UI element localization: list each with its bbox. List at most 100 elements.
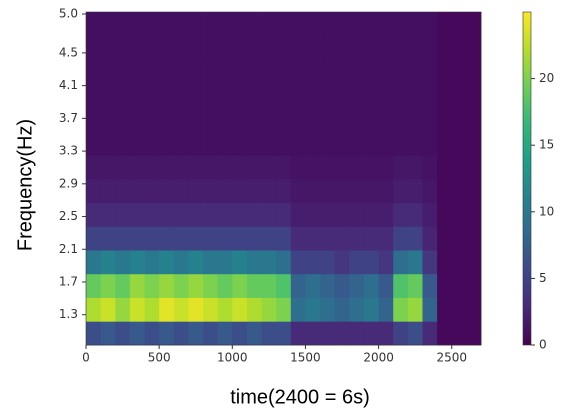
- heat-cell: [188, 60, 204, 85]
- heat-cell: [407, 131, 423, 156]
- heat-cell: [246, 36, 262, 61]
- heat-cell: [320, 131, 336, 156]
- heat-cell: [144, 178, 160, 204]
- heat-cell: [159, 250, 175, 275]
- heat-cell: [378, 60, 394, 85]
- heat-cell: [144, 12, 160, 37]
- heat-cell: [129, 60, 145, 85]
- heat-cell: [276, 178, 292, 204]
- heat-cell: [115, 321, 131, 346]
- y-tick-label: 2.9: [59, 176, 78, 190]
- heat-cell: [144, 36, 160, 61]
- heat-cell: [305, 178, 321, 204]
- heat-cell: [466, 36, 482, 61]
- y-tick-label: 1.7: [59, 275, 78, 289]
- heat-cell: [232, 297, 248, 322]
- heat-cell: [129, 84, 145, 109]
- heat-cell: [232, 107, 248, 132]
- heat-cell: [290, 297, 306, 322]
- heat-cell: [86, 84, 102, 109]
- heat-cell: [217, 155, 233, 180]
- heat-cell: [451, 107, 467, 132]
- heat-cell: [451, 226, 467, 251]
- heat-cell: [451, 131, 467, 156]
- colorbar-tick-label: 15: [539, 138, 554, 152]
- heat-cell: [100, 250, 116, 275]
- heat-cell: [115, 202, 131, 227]
- heat-cell: [334, 273, 350, 298]
- heat-cell: [451, 36, 467, 61]
- heat-cell: [188, 297, 204, 322]
- heat-cell: [437, 12, 453, 37]
- heat-cell: [129, 226, 145, 251]
- heat-cell: [246, 107, 262, 132]
- heat-cell: [451, 12, 467, 37]
- heat-cell: [466, 321, 482, 346]
- heat-cell: [159, 178, 175, 204]
- y-tick-label: 5.0: [59, 7, 78, 21]
- heat-cell: [393, 84, 409, 109]
- heat-cell: [334, 155, 350, 180]
- heat-cell: [378, 297, 394, 322]
- heat-cell: [451, 84, 467, 109]
- heat-cell: [393, 36, 409, 61]
- heat-cell: [378, 250, 394, 275]
- heat-cell: [261, 226, 277, 251]
- heat-cell: [159, 84, 175, 109]
- y-tick-label: 1.3: [59, 307, 78, 321]
- heat-cell: [144, 131, 160, 156]
- heat-cell: [437, 36, 453, 61]
- heat-cell: [349, 273, 365, 298]
- heat-cell: [363, 12, 379, 37]
- heat-cell: [261, 202, 277, 227]
- heat-cell: [86, 155, 102, 180]
- heat-cell: [393, 178, 409, 204]
- heat-cell: [129, 321, 145, 346]
- heat-cell: [173, 12, 189, 37]
- heat-cell: [422, 107, 438, 132]
- heat-cell: [305, 273, 321, 298]
- heat-cell: [217, 250, 233, 275]
- heat-cell: [173, 155, 189, 180]
- heat-cell: [100, 107, 116, 132]
- heat-cell: [363, 250, 379, 275]
- heat-cell: [466, 60, 482, 85]
- heat-cell: [203, 297, 219, 322]
- x-tick-label: 1000: [217, 351, 248, 365]
- heat-cell: [159, 273, 175, 298]
- heat-cell: [422, 273, 438, 298]
- heat-cell: [349, 12, 365, 37]
- heat-cell: [129, 178, 145, 204]
- heat-cell: [276, 273, 292, 298]
- heat-cell: [466, 250, 482, 275]
- heat-cell: [115, 273, 131, 298]
- heat-cell: [86, 226, 102, 251]
- heat-cell: [159, 131, 175, 156]
- heat-cell: [466, 84, 482, 109]
- heat-cell: [393, 226, 409, 251]
- heat-cell: [115, 250, 131, 275]
- heat-cell: [129, 131, 145, 156]
- heat-cell: [320, 36, 336, 61]
- heat-cell: [378, 178, 394, 204]
- heat-cell: [378, 84, 394, 109]
- heat-cell: [276, 226, 292, 251]
- heat-cell: [334, 250, 350, 275]
- heat-cell: [203, 250, 219, 275]
- heat-cell: [378, 155, 394, 180]
- heat-cell: [334, 36, 350, 61]
- heat-cell: [144, 297, 160, 322]
- heat-cell: [407, 297, 423, 322]
- heat-cell: [437, 202, 453, 227]
- heat-cell: [100, 273, 116, 298]
- heat-cell: [129, 36, 145, 61]
- heat-cell: [466, 107, 482, 132]
- heat-cell: [305, 12, 321, 37]
- heat-cell: [378, 321, 394, 346]
- heat-cell: [188, 273, 204, 298]
- heat-cell: [261, 12, 277, 37]
- heat-cell: [217, 297, 233, 322]
- heat-cell: [100, 60, 116, 85]
- heat-cell: [305, 226, 321, 251]
- heat-cell: [290, 84, 306, 109]
